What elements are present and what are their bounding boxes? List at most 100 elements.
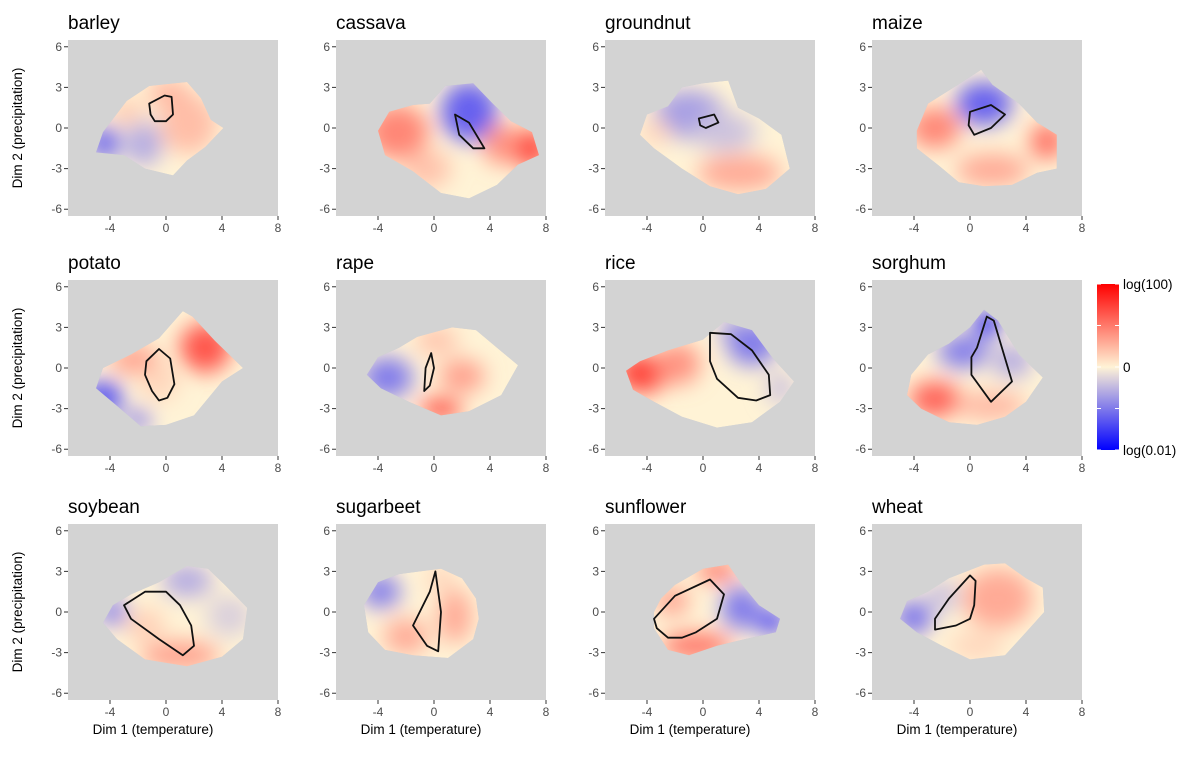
y-tick-label: 6 (323, 40, 330, 54)
panel-title: potato (68, 253, 121, 274)
y-tick-label: -6 (319, 442, 330, 456)
y-tick-label: -6 (51, 202, 62, 216)
color-blob (697, 155, 781, 190)
x-tick-label: 4 (1023, 461, 1030, 475)
color-blob (125, 123, 161, 166)
y-tick-label: 3 (323, 320, 330, 334)
x-tick-label: 0 (967, 221, 974, 235)
panel-soybean: soybean -4 0 4 8 -6 -3 0 3 6 Dim 2 (precipitation)… (10, 497, 282, 737)
panel-title: rape (336, 253, 374, 274)
panel-title: rice (605, 253, 636, 274)
x-axis-title: Dim 1 (temperature) (93, 722, 214, 737)
y-tick-label: 3 (859, 564, 866, 578)
legend-label: log(100) (1123, 277, 1173, 292)
panel-sugarbeet: sugarbeet -4 0 4 8 -6 -3 0 3 6 Dim 1 (temperature) (319, 497, 549, 737)
panel-potato: potato-4 0 4 8-6-3036Dim 2 (precipitation) (10, 253, 282, 475)
x-tick-label: 8 (812, 461, 819, 475)
y-tick-label: -6 (51, 442, 62, 456)
y-tick-label: 6 (859, 280, 866, 294)
y-tick-label: 6 (323, 524, 330, 538)
x-tick-label: 0 (163, 461, 170, 475)
panel-title: cassava (336, 13, 406, 34)
x-tick-label: 8 (275, 461, 282, 475)
panel-title: wheat (871, 497, 923, 518)
x-tick-label: -4 (642, 221, 653, 235)
y-axis-title: Dim 2 (precipitation) (10, 68, 25, 189)
y-tick-label: 3 (55, 80, 62, 94)
x-tick-label: 0 (700, 221, 707, 235)
x-tick-label: 8 (543, 705, 550, 719)
x-tick-label: -4 (642, 461, 653, 475)
x-tick-label: 4 (487, 461, 494, 475)
panel-title: sugarbeet (336, 497, 421, 518)
y-tick-label: 6 (55, 524, 62, 538)
y-tick-label: 3 (859, 320, 866, 334)
y-tick-label: 0 (55, 121, 62, 135)
x-tick-label: 8 (1079, 705, 1086, 719)
y-tick-label: 3 (859, 80, 866, 94)
x-tick-label: 0 (431, 705, 438, 719)
panel-title: soybean (68, 497, 140, 518)
panel-title: maize (872, 13, 923, 34)
y-tick-label: -3 (319, 646, 330, 660)
y-tick-label: -3 (51, 402, 62, 416)
y-tick-label: -6 (855, 202, 866, 216)
y-tick-label: 0 (859, 361, 866, 375)
y-tick-label: -6 (855, 442, 866, 456)
y-tick-label: -3 (588, 162, 599, 176)
y-tick-label: -6 (319, 202, 330, 216)
legend-label: log(0.01) (1123, 443, 1176, 458)
y-tick-label: -6 (319, 686, 330, 700)
x-tick-label: -4 (105, 705, 116, 719)
y-tick-label: 0 (859, 121, 866, 135)
y-tick-label: -6 (588, 202, 599, 216)
y-axis-title: Dim 2 (precipitation) (10, 308, 25, 429)
y-tick-label: 6 (592, 524, 599, 538)
y-tick-label: 6 (859, 524, 866, 538)
x-tick-label: 4 (756, 461, 763, 475)
x-tick-label: -4 (373, 221, 384, 235)
y-tick-label: -6 (51, 686, 62, 700)
panel-sorghum: sorghum -4 0 4 8 -6 -3 0 3 6 (855, 253, 1085, 475)
y-tick-label: 6 (592, 40, 599, 54)
y-tick-label: 3 (323, 80, 330, 94)
x-tick-label: 0 (163, 705, 170, 719)
y-tick-label: 6 (859, 40, 866, 54)
y-tick-label: 3 (592, 80, 599, 94)
panel-wheat: wheat-4 0 4 8-6-3036Dim 1 (temperature) (855, 497, 1085, 737)
y-tick-label: -3 (588, 402, 599, 416)
color-blob (384, 619, 429, 654)
y-tick-label: -6 (588, 442, 599, 456)
y-tick-label: 0 (592, 121, 599, 135)
panel-sunflower: sunflower -4 0 4 8 -6 -3 0 3 6 Dim 1 (temperature) (588, 497, 818, 737)
x-tick-label: 4 (1023, 221, 1030, 235)
x-tick-label: 0 (967, 705, 974, 719)
legend: log(100) 0 log(0.01) (1097, 277, 1176, 458)
x-tick-label: 0 (700, 705, 707, 719)
x-tick-label: 8 (812, 705, 819, 719)
y-tick-label: -3 (855, 646, 866, 660)
panel-title: groundnut (605, 13, 691, 34)
x-tick-label: 0 (431, 221, 438, 235)
x-tick-label: -4 (909, 221, 920, 235)
x-tick-label: 0 (700, 461, 707, 475)
panel-cassava: cassava-4 0 4 8-6-3036 (319, 13, 549, 235)
panel-title: sorghum (872, 253, 946, 274)
x-tick-label: 4 (756, 221, 763, 235)
y-tick-label: -3 (51, 646, 62, 660)
x-tick-label: 0 (163, 221, 170, 235)
x-tick-label: 8 (543, 461, 550, 475)
y-tick-label: -6 (588, 686, 599, 700)
y-tick-label: -3 (855, 402, 866, 416)
y-tick-label: -3 (319, 162, 330, 176)
color-blob (692, 113, 756, 151)
y-tick-label: 6 (55, 40, 62, 54)
x-tick-label: 8 (543, 221, 550, 235)
x-tick-label: 8 (275, 705, 282, 719)
x-tick-label: 8 (1079, 461, 1086, 475)
x-tick-label: 8 (275, 221, 282, 235)
x-tick-label: 4 (487, 705, 494, 719)
y-tick-label: -3 (855, 162, 866, 176)
y-tick-label: 3 (323, 564, 330, 578)
x-tick-label: 4 (1023, 705, 1030, 719)
